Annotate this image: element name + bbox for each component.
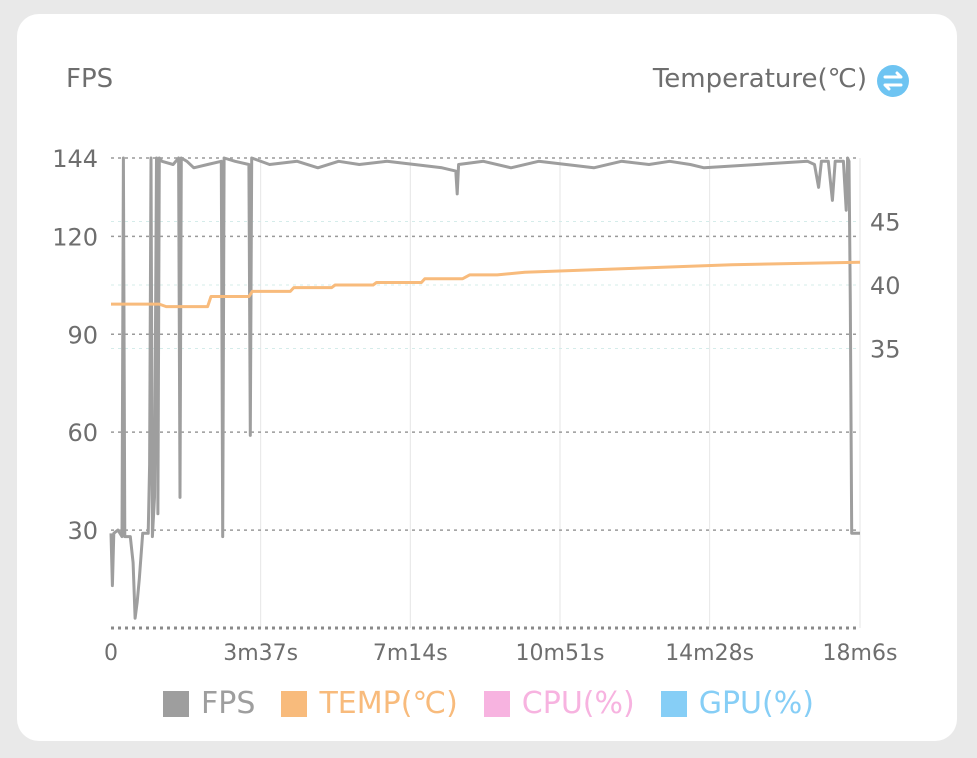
legend-item[interactable]: GPU(%) xyxy=(660,686,814,721)
y2-tick-label: 35 xyxy=(870,336,901,364)
legend-item[interactable]: CPU(%) xyxy=(483,686,635,721)
x-tick-label: 10m51s xyxy=(516,641,605,666)
y2-tick-label: 40 xyxy=(870,272,901,300)
x-tick-label: 7m14s xyxy=(373,641,448,666)
legend-swatch xyxy=(163,690,190,717)
x-tick-label: 0 xyxy=(104,641,118,666)
y-tick-label: 90 xyxy=(67,321,98,349)
y-tick-label: 120 xyxy=(52,223,98,251)
legend-label: FPS xyxy=(201,686,256,721)
fps-series-line xyxy=(109,156,860,620)
legend-swatch xyxy=(483,690,510,717)
legend-item[interactable]: TEMP(℃) xyxy=(281,686,458,721)
legend-item[interactable]: FPS xyxy=(163,686,255,721)
swap-axis-icon xyxy=(883,71,903,91)
x-tick-label: 14m28s xyxy=(665,641,754,666)
y2-tick-label: 45 xyxy=(870,209,901,237)
legend-swatch xyxy=(660,690,687,717)
legend-swatch xyxy=(281,690,308,717)
chart-card xyxy=(17,14,957,741)
legend-label: TEMP(℃) xyxy=(319,686,458,721)
temperature-axis-title: Temperature(℃) xyxy=(652,64,867,94)
x-tick-label: 3m37s xyxy=(223,641,298,666)
x-tick-label: 18m6s xyxy=(823,641,898,666)
fps-axis-title: FPS xyxy=(66,64,114,94)
y-tick-label: 30 xyxy=(67,517,98,545)
chart-legend: FPS TEMP(℃) CPU(%) GPU(%) xyxy=(0,686,977,721)
fps-temperature-chart: 30 60 90 120 144 35 40 45 0 3m37s 7m14s 10m51s 14m28… xyxy=(52,145,901,666)
legend-label: CPU(%) xyxy=(521,686,635,721)
temp-series-line xyxy=(111,260,861,309)
legend-label: GPU(%) xyxy=(698,686,814,721)
y-tick-label: 144 xyxy=(52,145,98,173)
swap-axis-button[interactable] xyxy=(877,65,909,97)
y-tick-label: 60 xyxy=(67,419,98,447)
